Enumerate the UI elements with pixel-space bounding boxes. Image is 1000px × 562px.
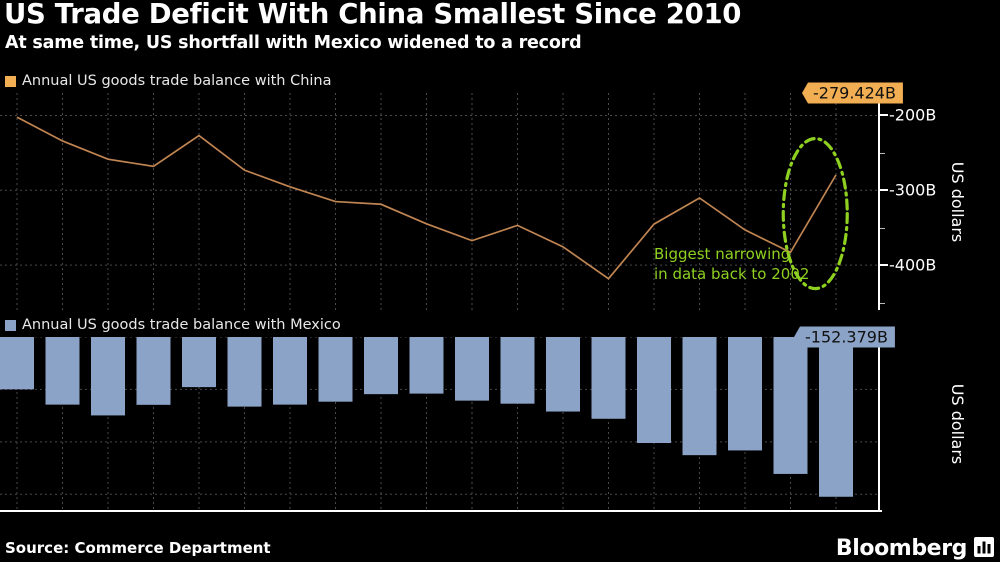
china-y-axis: -200B -300B -400B -279.424B US dollars: [802, 82, 1000, 310]
bar: [273, 337, 307, 405]
bar: [182, 337, 216, 388]
mexico-axis-title: US dollars: [948, 383, 968, 464]
mexico-panel: Annual US goods trade balance with Mexic…: [0, 312, 1000, 510]
bar: [227, 337, 262, 407]
bloomberg-brand: Bloomberg: [836, 536, 994, 561]
annotation-highlight-ellipse: [781, 136, 849, 291]
china-axis-title: US dollars: [948, 161, 968, 242]
mexico-bar-plot: [0, 337, 878, 510]
mexico-axis-spine: [878, 337, 880, 510]
axis-tick-label: -300B: [889, 180, 937, 200]
china-value-callout: -279.424B: [802, 82, 903, 104]
bar: [136, 337, 171, 405]
bar: [409, 337, 444, 394]
axis-tick-major: [880, 114, 888, 117]
annotation-text-line-1: Biggest narrowing: [654, 245, 790, 263]
bar: [728, 337, 762, 451]
chart-footer: Source: Commerce Department Bloomberg: [0, 536, 1000, 562]
mexico-y-axis: -152.379B US dollars: [794, 326, 1000, 510]
mexico-value-callout: -152.379B: [794, 326, 895, 348]
legend-label-china: Annual US goods trade balance with China: [22, 73, 332, 89]
mexico-bar-svg: [0, 337, 878, 510]
annotation-text-line-2: in data back to 2002: [654, 265, 809, 283]
china-axis-spine: [878, 93, 880, 310]
china-line-svg: Biggest narrowing in data back to 2002: [0, 93, 878, 310]
axis-tick-minor: [880, 302, 885, 304]
bar: [455, 337, 489, 401]
bloomberg-wordmark: Bloomberg: [835, 536, 968, 561]
legend-swatch-china: [5, 75, 16, 87]
bar: [591, 337, 626, 419]
legend-mexico: Annual US goods trade balance with Mexic…: [5, 315, 341, 335]
axis-tick-minor: [880, 152, 885, 154]
x-axis-line: [0, 510, 882, 512]
axis-tick-major: [880, 264, 888, 267]
axis-tick-label: -400B: [889, 255, 937, 275]
page-subtitle: At same time, US shortfall with Mexico w…: [5, 33, 582, 53]
china-line-plot: Biggest narrowing in data back to 2002: [0, 93, 878, 310]
axis-tick-minor: [880, 227, 885, 229]
bar: [45, 337, 80, 405]
china-panel: Annual US goods trade balance with China…: [0, 68, 1000, 310]
bar: [364, 337, 398, 395]
bar: [682, 337, 717, 456]
bar: [91, 337, 125, 416]
bar: [819, 337, 853, 497]
chart-header: US Trade Deficit With China Smallest Sin…: [0, 0, 1000, 66]
bar: [0, 337, 34, 390]
bar: [637, 337, 671, 444]
legend-label-mexico: Annual US goods trade balance with Mexic…: [22, 317, 341, 333]
bar: [318, 337, 353, 402]
page-title: US Trade Deficit With China Smallest Sin…: [4, 0, 742, 30]
legend-swatch-mexico: [5, 319, 16, 331]
axis-tick-label: -200B: [889, 105, 937, 125]
bloomberg-logo-icon: [974, 536, 994, 561]
bar: [546, 337, 580, 412]
source-note: Source: Commerce Department: [5, 539, 271, 557]
bar: [500, 337, 535, 404]
china-series-line: [16, 116, 837, 280]
legend-china: Annual US goods trade balance with China: [5, 71, 332, 91]
axis-tick-major: [880, 189, 888, 192]
x-axis: [0, 510, 1000, 540]
bar: [773, 337, 808, 474]
